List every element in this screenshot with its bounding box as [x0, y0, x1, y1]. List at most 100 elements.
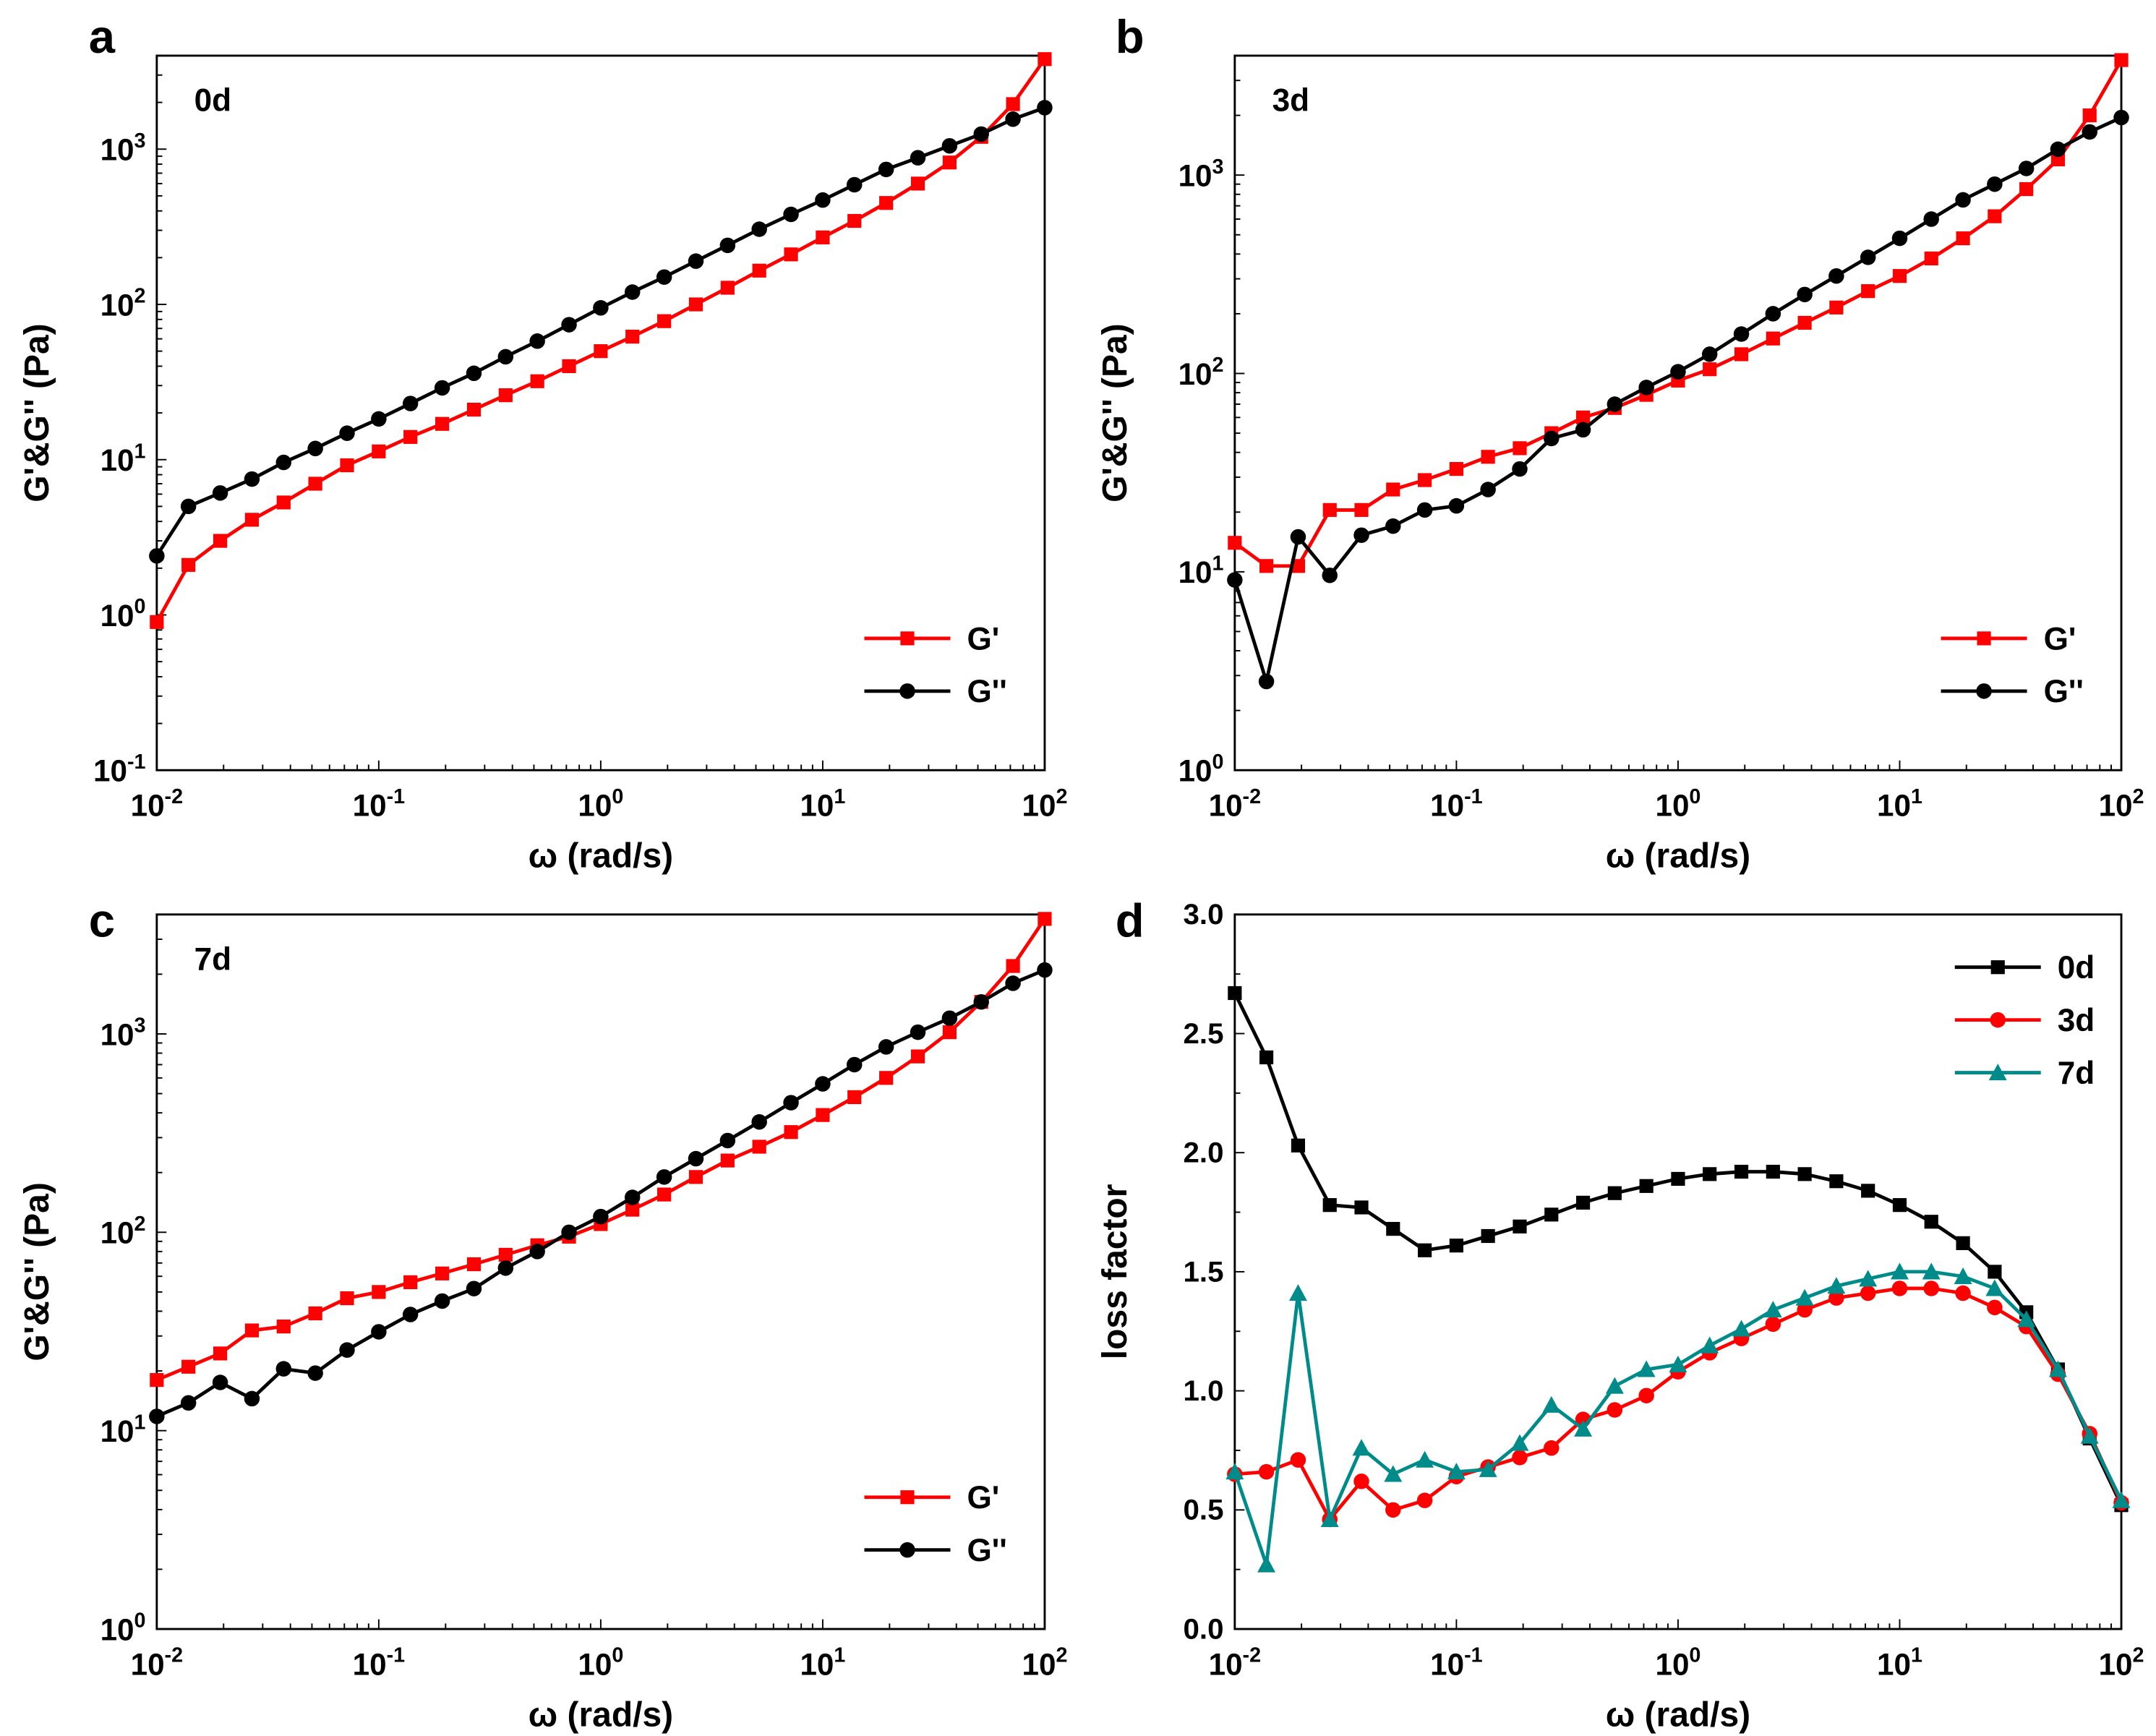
- data-point: [1480, 482, 1496, 497]
- data-point: [847, 1090, 862, 1105]
- tick-exponent: -2: [165, 785, 184, 808]
- data-point: [1732, 1320, 1751, 1337]
- data-point: [1797, 1167, 1812, 1181]
- data-point: [973, 993, 989, 1010]
- data-point: [1988, 1265, 2002, 1279]
- data-point: [1544, 1207, 1559, 1222]
- data-point: [1575, 422, 1591, 438]
- data-point: [1734, 1164, 1749, 1179]
- tick-base: 10: [100, 1414, 134, 1448]
- panel-d: d10-2 10-1 100 101 1020.00.51.01.52.02.53.0ω…: [1096, 894, 2144, 1734]
- panel-letter: c: [89, 894, 115, 946]
- data-point: [1225, 1463, 1244, 1480]
- tick-base: 10: [93, 754, 127, 788]
- tick-exponent: 3: [134, 129, 146, 153]
- x-tick-label: 101: [800, 785, 845, 823]
- legend-marker: [899, 683, 915, 699]
- data-point: [561, 1224, 577, 1241]
- tick-base: 10: [1877, 1647, 1911, 1681]
- tick-exponent: 0: [612, 785, 623, 808]
- data-point: [1861, 1184, 1875, 1198]
- data-point: [625, 1202, 640, 1217]
- data-point: [816, 1108, 830, 1122]
- tick-base: 10: [1655, 1647, 1689, 1681]
- data-point: [910, 1024, 926, 1040]
- tick-exponent: 2: [1056, 1644, 1067, 1667]
- x-tick-label: 102: [2099, 785, 2144, 823]
- series-line: [1233, 1270, 2123, 1565]
- data-point: [275, 454, 292, 471]
- data-point: [910, 176, 925, 191]
- data-point: [688, 297, 703, 312]
- data-point: [149, 1408, 165, 1424]
- data-point: [816, 230, 830, 244]
- tick-base: 10: [100, 443, 134, 477]
- data-point: [1733, 326, 1750, 342]
- y-tick-label: 101: [1178, 552, 1224, 589]
- data-point: [1956, 231, 1970, 246]
- data-point: [593, 300, 609, 316]
- data-point: [1418, 473, 1432, 487]
- data-point: [1669, 1355, 1687, 1372]
- data-point: [941, 137, 958, 154]
- data-point: [307, 1365, 323, 1381]
- tick-base: 10: [2099, 1647, 2133, 1681]
- data-point: [624, 1189, 641, 1205]
- x-tick-label: 10-2: [131, 1644, 183, 1682]
- data-point: [815, 1076, 831, 1092]
- tick-base: 10: [1430, 789, 1464, 823]
- series-line: [1233, 116, 2123, 688]
- series-Gpp: [149, 100, 1053, 564]
- x-tick-label: 100: [578, 1644, 623, 1682]
- legend: G' G'': [864, 1480, 1007, 1568]
- data-point: [941, 1010, 958, 1026]
- tick-base: 10: [578, 1647, 612, 1681]
- data-point: [213, 534, 228, 548]
- data-point: [562, 359, 576, 374]
- tick-base: 10: [1178, 357, 1212, 391]
- data-point: [1228, 985, 1242, 1001]
- data-point: [150, 615, 164, 629]
- data-point: [1290, 1452, 1306, 1468]
- tick-base: 10: [1178, 159, 1212, 193]
- data-point: [529, 333, 545, 349]
- data-point: [1795, 1288, 1814, 1306]
- series-Gpp: [1227, 109, 2129, 690]
- data-point: [1384, 1465, 1403, 1482]
- x-tick-label: 102: [1022, 1644, 1067, 1682]
- data-point: [308, 1306, 322, 1321]
- data-point: [719, 1132, 736, 1149]
- data-point: [1320, 1510, 1339, 1528]
- data-point: [2019, 181, 2034, 197]
- data-point: [1544, 430, 1560, 447]
- data-point: [244, 1323, 260, 1338]
- y-tick-label: 102: [1178, 354, 1224, 391]
- data-point: [1828, 268, 1844, 284]
- data-point: [181, 557, 196, 572]
- tick-exponent: 0: [134, 1609, 146, 1633]
- y-tick-label: 102: [100, 1213, 146, 1250]
- legend-marker: [1976, 683, 1992, 699]
- tick-base: 10: [131, 1647, 165, 1681]
- tick-exponent: 0: [134, 595, 146, 618]
- y-tick-label: 0.0: [1183, 1612, 1223, 1645]
- data-point: [879, 196, 894, 210]
- data-point: [180, 498, 197, 515]
- data-point: [435, 1266, 450, 1280]
- data-point: [1258, 673, 1275, 690]
- tick-exponent: -2: [1243, 785, 1262, 808]
- data-point: [403, 1275, 418, 1289]
- data-point: [1955, 192, 1971, 208]
- data-point: [1797, 315, 1812, 330]
- data-point: [2048, 1360, 2067, 1377]
- y-tick-label: 101: [100, 440, 146, 477]
- data-point: [594, 344, 608, 359]
- data-point: [1924, 251, 1938, 266]
- data-point: [1416, 502, 1433, 518]
- data-point: [719, 237, 736, 254]
- data-point: [1924, 1215, 1938, 1229]
- data-point: [1005, 975, 1021, 991]
- tick-base: 10: [100, 1017, 134, 1051]
- data-point: [466, 1257, 482, 1272]
